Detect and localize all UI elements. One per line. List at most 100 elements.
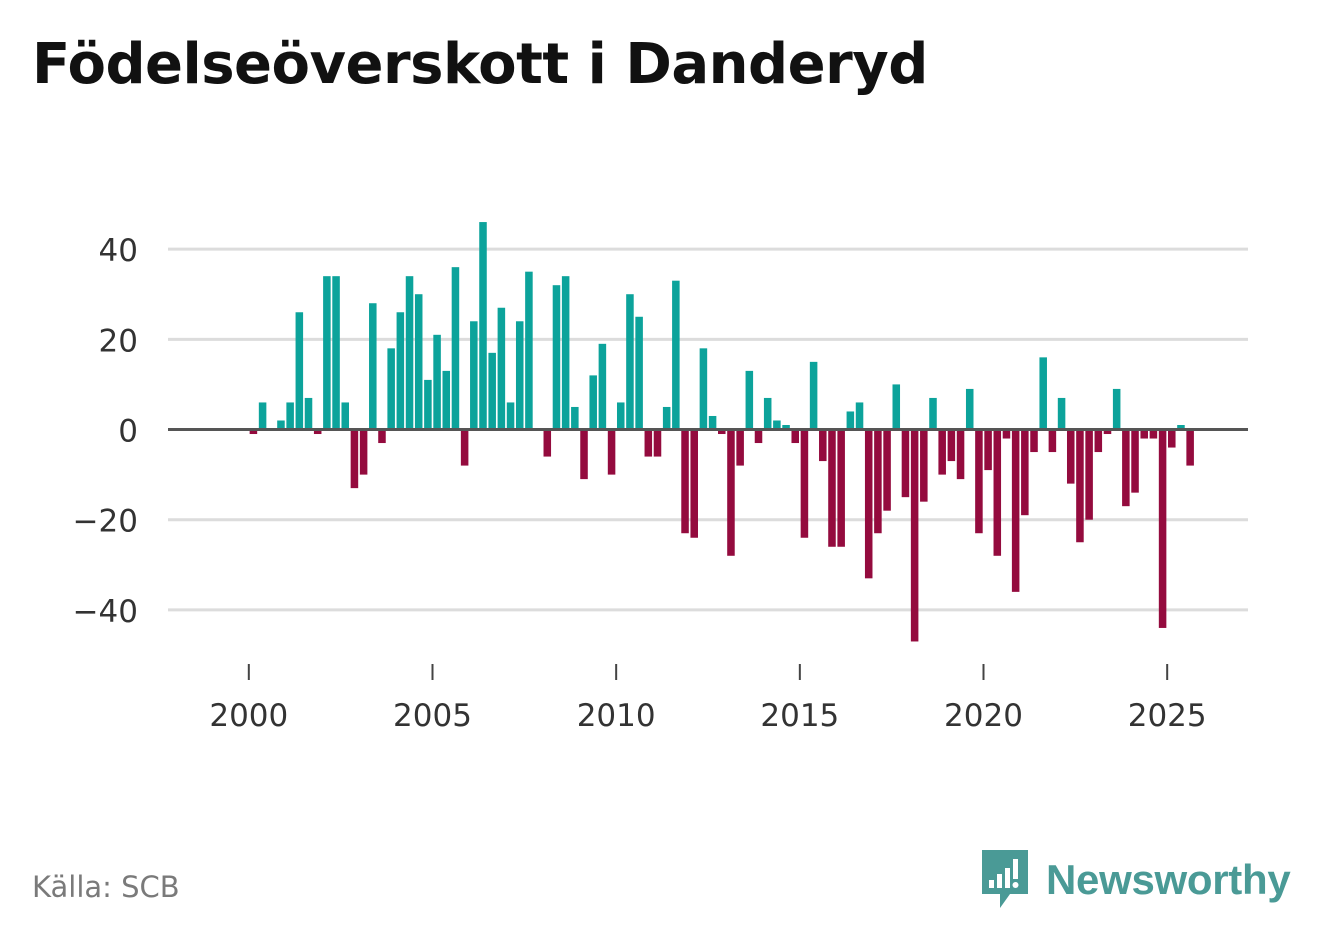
- bar: [479, 222, 487, 430]
- bar: [846, 411, 855, 430]
- bar: [1122, 429, 1130, 507]
- chart-title: Födelseöverskott i Danderyd: [32, 32, 928, 97]
- bar: [681, 429, 689, 534]
- bar: [993, 429, 1002, 556]
- y-axis: −40 −20 0 20 40: [73, 233, 138, 630]
- bar: [561, 276, 570, 430]
- bar: [405, 276, 414, 430]
- bar: [745, 370, 754, 430]
- x-tick-label: 2025: [1128, 698, 1207, 734]
- y-tick-label: 0: [118, 414, 138, 450]
- bar: [947, 429, 956, 462]
- newsworthy-logo-icon: [982, 850, 1028, 908]
- bar: [754, 429, 763, 444]
- bar: [1177, 425, 1185, 430]
- bar: [763, 397, 772, 430]
- bar: [1158, 429, 1167, 628]
- bar: [1048, 429, 1057, 453]
- bar: [1186, 429, 1194, 466]
- x-tick-label: 2000: [209, 698, 288, 734]
- bar: [552, 285, 561, 430]
- bar: [295, 312, 304, 430]
- bar: [718, 429, 726, 435]
- bar: [975, 429, 983, 534]
- bar: [350, 429, 359, 489]
- bar: [956, 429, 965, 480]
- bar: [341, 402, 350, 430]
- bar: [571, 406, 579, 430]
- bar: [525, 271, 533, 430]
- bar: [819, 429, 827, 462]
- bar: [1021, 429, 1029, 516]
- bar: [1112, 388, 1121, 430]
- bar: [497, 307, 506, 430]
- bar: [791, 429, 800, 444]
- bar: [1066, 429, 1075, 484]
- bar: [910, 429, 919, 642]
- bar: [782, 425, 790, 430]
- bar: [378, 429, 386, 444]
- x-tick-label: 2005: [393, 698, 472, 734]
- bar: [1103, 429, 1112, 435]
- bar: [451, 267, 460, 430]
- bar: [607, 429, 616, 475]
- bar: [1002, 429, 1011, 439]
- bar: [855, 402, 864, 430]
- bar: [580, 429, 588, 480]
- bar: [837, 429, 845, 547]
- bar: [626, 294, 634, 430]
- bar: [672, 280, 680, 430]
- bar: [1149, 429, 1158, 439]
- bar: [644, 429, 653, 457]
- bar: [1094, 429, 1103, 453]
- bar: [515, 321, 524, 430]
- x-tick-label: 2020: [944, 698, 1023, 734]
- bar: [543, 429, 552, 457]
- bar: [387, 348, 395, 430]
- bar: [1057, 397, 1066, 430]
- bar: [653, 429, 662, 457]
- bar: [1168, 429, 1176, 448]
- bar: [323, 276, 331, 430]
- bar-series: [249, 222, 1194, 642]
- bar: [690, 429, 698, 538]
- bar: [1131, 429, 1139, 493]
- bar: [506, 402, 515, 430]
- bar: [304, 397, 313, 430]
- y-tick-label: −40: [73, 594, 138, 630]
- x-tick-label: 2010: [577, 698, 656, 734]
- bar: [699, 348, 708, 430]
- bar: [892, 384, 901, 430]
- bar: [1030, 429, 1038, 453]
- bar: [1085, 429, 1093, 520]
- bar: [984, 429, 992, 471]
- bar: [442, 370, 451, 430]
- bar: [874, 429, 882, 534]
- bar: [460, 429, 469, 466]
- bar: [809, 361, 818, 430]
- bar: [938, 429, 946, 475]
- bar: [414, 294, 423, 430]
- bar: [864, 429, 873, 579]
- bar: [828, 429, 836, 547]
- bar: [635, 316, 643, 430]
- bar: [920, 429, 928, 502]
- bar: [965, 388, 974, 430]
- bar: [800, 429, 809, 538]
- bar: [727, 429, 735, 556]
- bar: [1011, 429, 1020, 592]
- source-note: Källa: SCB: [32, 870, 180, 904]
- bar: [901, 429, 910, 498]
- bar: [883, 429, 891, 511]
- bar: [433, 334, 441, 430]
- bar: [488, 352, 496, 430]
- y-tick-label: 40: [99, 233, 138, 269]
- bar: [1039, 357, 1047, 430]
- bar: [258, 402, 267, 430]
- bar: [1076, 429, 1084, 543]
- bar: [286, 402, 294, 430]
- bar: [773, 420, 781, 430]
- bar: [470, 321, 478, 430]
- bar: [424, 379, 432, 430]
- x-tick-label: 2015: [760, 698, 839, 734]
